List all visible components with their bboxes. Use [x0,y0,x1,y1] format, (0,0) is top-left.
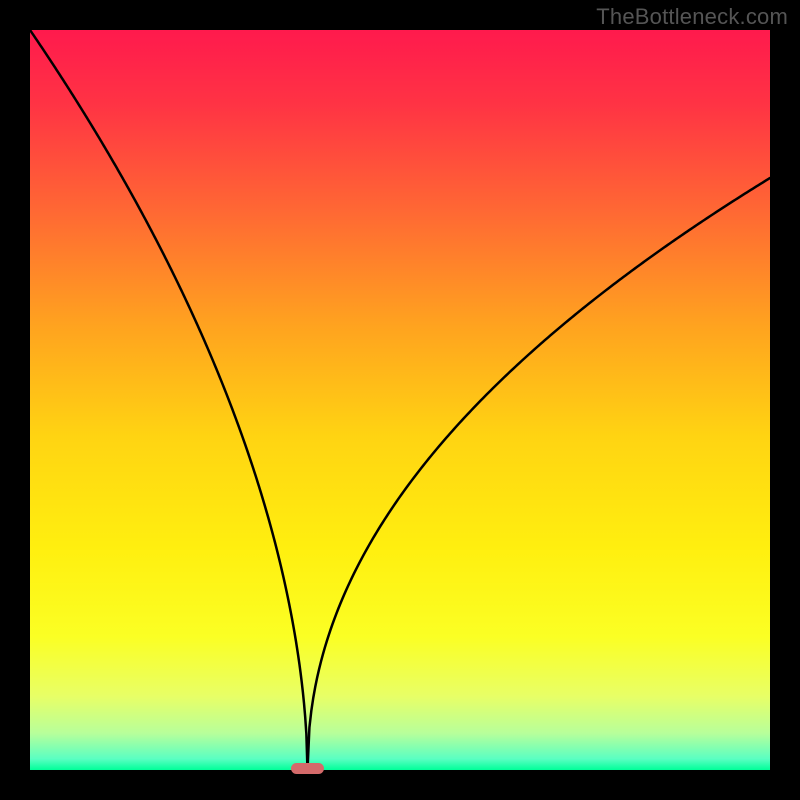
bottleneck-chart [30,30,770,770]
optimum-marker [291,763,324,775]
gradient-background [30,30,770,770]
watermark-text: TheBottleneck.com [596,4,788,30]
chart-svg [30,30,770,770]
